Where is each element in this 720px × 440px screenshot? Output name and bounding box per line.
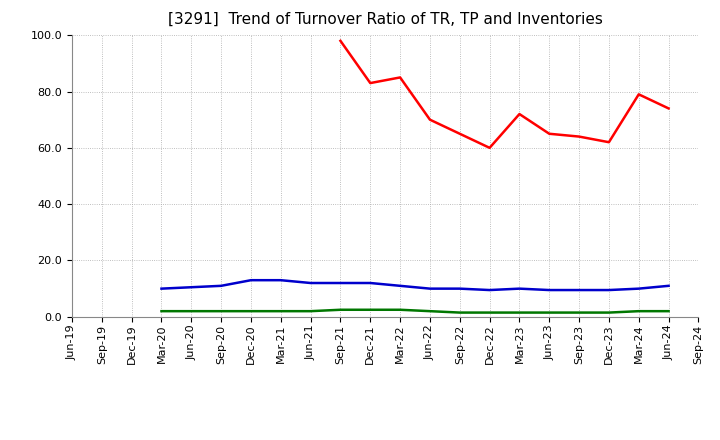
Trade Receivables	[545, 131, 554, 136]
Trade Payables	[157, 286, 166, 291]
Trade Payables	[276, 278, 285, 283]
Trade Payables	[247, 278, 256, 283]
Trade Payables	[634, 286, 643, 291]
Inventories	[426, 308, 434, 314]
Trade Payables	[336, 280, 345, 286]
Title: [3291]  Trend of Turnover Ratio of TR, TP and Inventories: [3291] Trend of Turnover Ratio of TR, TP…	[168, 12, 603, 27]
Trade Payables	[605, 287, 613, 293]
Trade Receivables	[396, 75, 405, 80]
Inventories	[634, 308, 643, 314]
Trade Payables	[456, 286, 464, 291]
Inventories	[545, 310, 554, 315]
Inventories	[366, 307, 374, 312]
Trade Receivables	[456, 131, 464, 136]
Inventories	[336, 307, 345, 312]
Trade Payables	[545, 287, 554, 293]
Inventories	[396, 307, 405, 312]
Line: Trade Receivables: Trade Receivables	[341, 41, 669, 148]
Trade Payables	[366, 280, 374, 286]
Inventories	[217, 308, 225, 314]
Trade Payables	[485, 287, 494, 293]
Trade Receivables	[515, 111, 523, 117]
Inventories	[605, 310, 613, 315]
Inventories	[485, 310, 494, 315]
Line: Trade Payables: Trade Payables	[161, 280, 669, 290]
Trade Payables	[187, 285, 196, 290]
Trade Payables	[575, 287, 583, 293]
Inventories	[187, 308, 196, 314]
Inventories	[157, 308, 166, 314]
Inventories	[575, 310, 583, 315]
Trade Receivables	[575, 134, 583, 139]
Trade Receivables	[426, 117, 434, 122]
Trade Payables	[396, 283, 405, 289]
Trade Payables	[217, 283, 225, 289]
Inventories	[276, 308, 285, 314]
Inventories	[515, 310, 523, 315]
Trade Payables	[306, 280, 315, 286]
Trade Payables	[665, 283, 673, 289]
Trade Receivables	[336, 38, 345, 44]
Inventories	[665, 308, 673, 314]
Inventories	[306, 308, 315, 314]
Trade Receivables	[665, 106, 673, 111]
Trade Payables	[515, 286, 523, 291]
Trade Receivables	[366, 81, 374, 86]
Line: Inventories: Inventories	[161, 310, 669, 312]
Inventories	[456, 310, 464, 315]
Trade Payables	[426, 286, 434, 291]
Trade Receivables	[485, 145, 494, 150]
Trade Receivables	[605, 139, 613, 145]
Inventories	[247, 308, 256, 314]
Trade Receivables	[634, 92, 643, 97]
